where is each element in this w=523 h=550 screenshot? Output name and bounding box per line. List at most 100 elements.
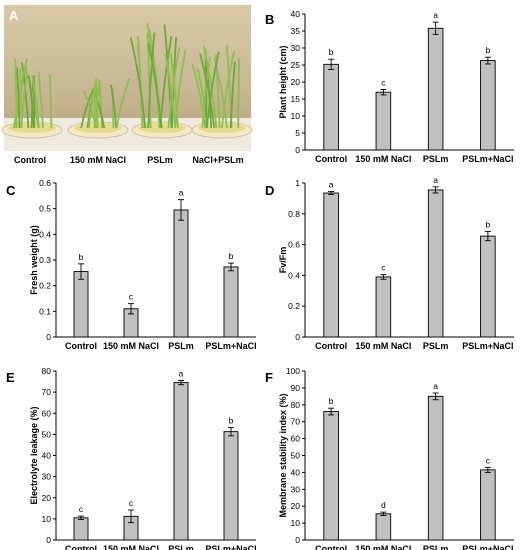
y-tick-label: 25	[291, 60, 301, 70]
y-tick-label: 0.1	[39, 306, 51, 316]
chart-panel-d: D 0 0.2 0.4 0.6 0.8 1 Fv/Fm a Control c 150 mM NaCl…	[265, 175, 514, 351]
x-tick-label: PSLm	[423, 154, 449, 164]
seedling-photo-panel: A Control 150 mM NaCl PSLm NaCl+PSLm	[1, 5, 253, 165]
y-tick-label: 40	[291, 467, 301, 477]
seed-bed	[198, 123, 246, 133]
y-tick-label: 70	[291, 417, 301, 427]
chart-panel-f: F 0 10 20 30 40 50 60 70 80 90 100 Membrane stabilit…	[265, 366, 514, 550]
y-tick-label: 15	[291, 94, 301, 104]
x-tick-label: 150 mM NaCl	[355, 544, 411, 550]
photo-label-control: Control	[14, 155, 46, 165]
chart-panel-e: E 0 10 20 30 40 50 60 70 80 Electrolyte leakage (%…	[6, 366, 257, 550]
y-tick-label: 90	[291, 383, 301, 393]
x-tick-label: Control	[315, 341, 347, 351]
seed-bed	[74, 123, 122, 133]
y-tick-label: 0.3	[39, 255, 51, 265]
x-tick-label: PSLm	[168, 544, 194, 550]
significance-letter: b	[329, 396, 334, 406]
significance-letter: b	[229, 415, 234, 425]
bar-control	[323, 192, 339, 338]
y-tick-label: 10	[291, 111, 301, 121]
photo-label-nacl-pslm: NaCl+PSLm	[192, 155, 243, 165]
bar-150-mm-nacl	[375, 276, 392, 338]
y-tick-label: 0	[46, 332, 51, 342]
photo-label-pslm: PSLm	[147, 155, 173, 165]
y-tick-label: 20	[291, 77, 301, 87]
y-tick-label: 20	[42, 493, 52, 503]
x-tick-label: PSLm	[168, 341, 194, 351]
seedling-leaf	[21, 62, 30, 129]
seedling-leaf	[221, 51, 235, 129]
seedling-leaf	[20, 75, 28, 129]
y-tick-label: 0.4	[39, 229, 51, 239]
seedling-leaf	[16, 67, 21, 129]
y-tick-label: 0.8	[288, 209, 300, 219]
significance-letter: a	[179, 188, 184, 198]
bar-pslm	[173, 382, 189, 541]
y-tick-label: 30	[42, 472, 52, 482]
significance-letter: b	[486, 220, 491, 230]
significance-letter: b	[329, 47, 334, 57]
bar-150-mm-nacl	[375, 513, 392, 541]
x-tick-label: 150 mM NaCl	[355, 154, 411, 164]
bar-control	[73, 517, 89, 541]
significance-letter: c	[79, 504, 84, 514]
y-tick-label: 30	[291, 484, 301, 494]
seedling-leaf	[48, 74, 53, 129]
x-tick-label: PSLm	[423, 544, 449, 550]
panel-label-d: D	[265, 183, 274, 198]
seedling-leaf	[115, 77, 131, 129]
panel-label-c: C	[6, 183, 16, 198]
seedling-leaf	[229, 61, 236, 129]
seedling-leaf	[130, 37, 147, 129]
bar-control	[323, 63, 339, 151]
y-tick-label: 0.6	[39, 178, 51, 188]
y-tick-label: 1	[295, 178, 300, 188]
seedling-leaf	[13, 58, 29, 129]
seedling-leaf	[146, 32, 152, 129]
y-tick-label: 0	[295, 535, 300, 545]
bar-pslm	[427, 189, 444, 338]
bar-150-mm-nacl	[375, 91, 392, 151]
significance-letter: d	[381, 500, 386, 510]
x-tick-label: PSLm	[423, 341, 449, 351]
bar-pslm-nacl	[480, 60, 496, 151]
seedling-leaf	[80, 87, 95, 129]
x-tick-label: PSLm+NaCl	[462, 154, 513, 164]
x-tick-label: Control	[65, 544, 97, 550]
bar-pslm-nacl	[223, 266, 239, 338]
y-axis-label: Electrolyte leakage (%)	[29, 406, 39, 504]
y-tick-label: 40	[291, 9, 301, 19]
panel-label-b: B	[265, 12, 274, 27]
seedling-leaf	[87, 78, 98, 129]
y-tick-label: 0	[295, 145, 300, 155]
y-tick-label: 20	[291, 501, 301, 511]
seedling-leaf	[191, 63, 207, 129]
seedling-leaf	[169, 53, 179, 129]
seedling-leaf	[167, 47, 181, 129]
bar-pslm-nacl	[480, 469, 496, 541]
y-tick-label: 5	[295, 128, 300, 138]
y-tick-label: 40	[42, 451, 52, 461]
seedling-leaf	[201, 56, 211, 129]
seedling-leaf	[31, 75, 40, 129]
seedling-leaf	[110, 84, 118, 129]
y-tick-label: 0.4	[288, 270, 300, 280]
y-axis-label: Plant height (cm)	[278, 45, 288, 118]
significance-letter: b	[79, 252, 84, 262]
y-tick-label: 0.2	[288, 301, 300, 311]
y-tick-label: 50	[42, 429, 52, 439]
seedling-leaf	[27, 75, 35, 129]
y-tick-label: 50	[291, 451, 301, 461]
y-tick-label: 30	[291, 43, 301, 53]
x-tick-label: Control	[65, 341, 97, 351]
panel-label-e: E	[6, 370, 15, 385]
bar-pslm	[427, 395, 444, 541]
y-axis-label: Fv/Fm	[278, 247, 288, 274]
seedling-leaf	[147, 43, 163, 129]
significance-letter: b	[229, 251, 234, 261]
seedling-leaf	[205, 51, 220, 129]
seedling-leaf	[37, 71, 44, 129]
